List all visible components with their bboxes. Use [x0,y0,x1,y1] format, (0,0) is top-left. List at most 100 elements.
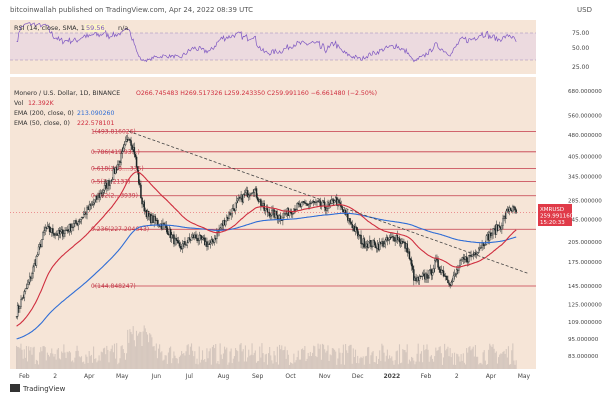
volume-bar [148,342,150,369]
candle-body [187,237,190,243]
volume-bar [236,350,238,369]
volume-bar [307,352,309,369]
volume-bar [483,350,485,369]
volume-bar [50,353,52,369]
candle-body [275,210,278,216]
time-tick-label: Sep [252,373,264,380]
candle-body [186,242,188,246]
time-axis[interactable]: Feb 2 Apr May Jun Jul Aug Sep Oct Nov Dec 2022 Feb 2 A… [19,373,531,380]
candle-body [156,220,159,225]
volume-bar [467,352,469,369]
candle-body [59,231,62,235]
volume-bar [18,347,20,369]
volume-bar [342,344,344,369]
volume-bar [58,358,61,369]
volume-bar [265,353,267,369]
volume-bar [308,356,310,369]
candle-body [24,288,27,292]
volume-bar [102,348,105,369]
volume-bar [247,357,249,369]
volume-bar [264,354,266,369]
volume-bar [231,363,233,369]
volume-bar [52,353,54,369]
candle-body [237,198,239,202]
candle-body [196,237,198,241]
volume-bar [380,360,382,369]
volume-bar [185,351,187,369]
ema50-line [16,171,517,327]
candle-body [77,221,79,226]
candle-body [410,259,413,267]
volume-bar [101,352,103,369]
volume-bar [244,345,246,369]
candle-body [393,236,395,242]
volume-bar [86,356,88,369]
volume-bar [277,364,280,369]
volume-bar [441,364,443,369]
rsi-band [10,33,536,60]
volume-bar [303,350,305,369]
volume-bar [124,359,127,369]
candle-body [182,243,184,250]
candle-body [226,217,228,222]
price-tick-label: 109.000000 [568,320,602,326]
volume-bar [173,351,175,369]
volume-bar [233,356,235,369]
volume-bar [33,346,35,369]
candle-body [209,242,212,245]
candle-body [23,291,26,298]
volume-bar [141,345,143,369]
price-tick-label: 205.000000 [568,240,602,246]
volume-bar [485,364,487,369]
time-tick-label: Feb [19,373,30,380]
candle-body [228,212,230,220]
volume-bar [94,358,96,369]
volume-bar [401,362,403,369]
candle-body [283,213,285,218]
volume-bar [252,355,254,369]
rsi-value-bg [85,24,105,32]
candle-body [373,240,375,243]
volume-bar [122,349,124,369]
volume-bar [32,347,34,369]
volume-bar [40,347,42,369]
volume-bar [56,349,58,369]
volume-bar [378,358,380,369]
candle-body [514,207,516,211]
volume-bar [313,345,315,369]
candle-body [216,232,218,239]
price-axis[interactable]: 680.000000 560.000000 480.000000 405.000000… [568,89,602,360]
candle-body [54,234,56,236]
price-tag-countdown: 15:20:33 [540,220,565,226]
fib-level-label: 1(493.816026) [91,128,136,135]
rsi-na: n/a [118,24,128,32]
volume-bar [282,350,284,369]
volume-bar [434,356,436,369]
volume-bar [314,346,316,369]
candle-body [264,208,267,211]
candle-body [505,210,508,219]
candle-body [176,239,179,241]
candle-body [355,227,358,231]
volume-bar [126,353,128,369]
candle-body [319,200,322,206]
candle-body [174,238,176,245]
volume-bar [325,352,327,369]
volume-bar [250,354,252,369]
volume-bar [455,364,457,369]
volume-bar [154,350,156,369]
volume-bar [363,364,365,369]
volume-bar [348,346,350,369]
volume-bar [321,343,324,369]
volume-bar [232,358,234,369]
volume-bar [259,346,261,369]
volume-bar [386,349,388,369]
volume-bar [324,349,326,369]
volume-bar [433,361,435,369]
legend-ema50-value: 222.578101 [77,120,114,127]
volume-bar [184,355,186,369]
candle-body [75,220,77,224]
candle-body [177,240,180,244]
volume-bar [77,350,79,369]
